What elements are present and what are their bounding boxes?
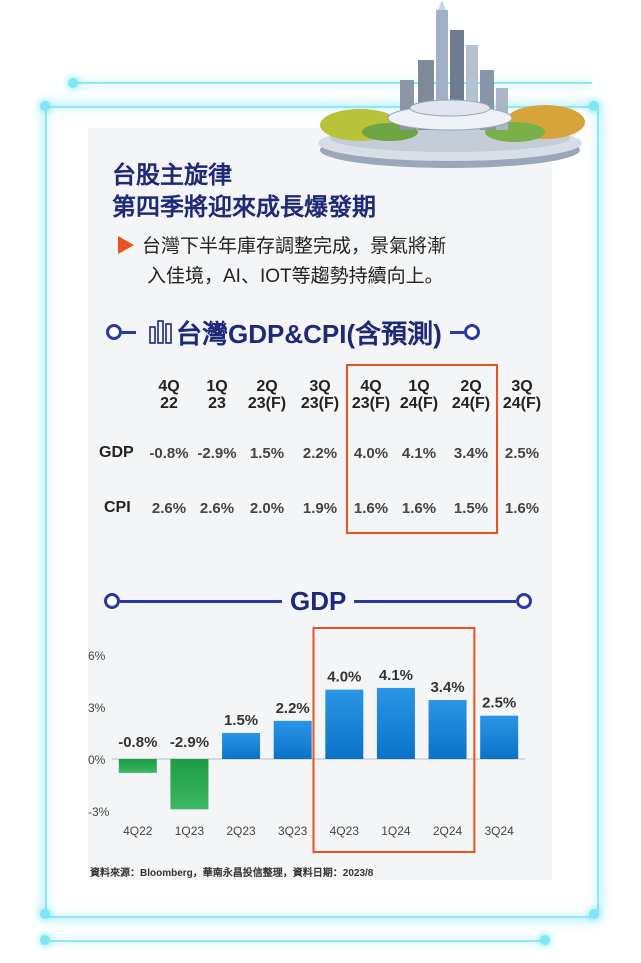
table-cell: 4.1% xyxy=(401,445,437,462)
frame-dot xyxy=(40,101,50,111)
divider-line xyxy=(120,599,282,603)
title-line-2: 第四季將迎來成長爆發期 xyxy=(112,194,376,221)
column-header-top: 1Q xyxy=(206,378,228,395)
column-header-top: 2Q xyxy=(460,378,482,395)
column-header-bottom: 23(F) xyxy=(351,395,391,412)
frame-dot xyxy=(540,935,550,945)
column-header-bottom: 24(F) xyxy=(451,395,491,412)
description-line-1: 台灣下半年庫存調整完成，景氣將漸 xyxy=(142,236,447,257)
futuristic-city-illustration xyxy=(318,0,585,168)
table-cell: -2.9% xyxy=(197,445,237,462)
column-header-top: 4Q xyxy=(360,378,382,395)
table-column-header: 1Q 23 xyxy=(187,378,247,412)
table-cell: 1.6% xyxy=(353,500,389,517)
table-row-label: GDP xyxy=(99,444,134,461)
description-line-2: 入佳境，AI、IOT等趨勢持續向上。 xyxy=(147,266,444,287)
column-header-top: 3Q xyxy=(309,378,331,395)
triangle-bullet-icon xyxy=(118,236,134,254)
table-section-title: 台灣GDP&CPI(含預測) xyxy=(176,318,442,349)
table-cell: 2.6% xyxy=(151,500,187,517)
table-column-header: 2Q 24(F) xyxy=(441,378,501,412)
description: 台灣下半年庫存調整完成，景氣將漸 入佳境，AI、IOT等趨勢持續向上。 xyxy=(142,232,542,292)
table-column-header: 3Q 23(F) xyxy=(290,378,350,412)
title-line-1: 台股主旋律 xyxy=(112,162,232,189)
column-header-bottom: 23(F) xyxy=(247,395,287,412)
table-cell: 2.5% xyxy=(504,445,540,462)
source-note: 資料來源：Bloomberg，華南永昌投信整理，資料日期：2023/8 xyxy=(90,868,374,879)
ring-icon xyxy=(104,593,120,609)
column-header-top: 4Q xyxy=(158,378,180,395)
frame-dot xyxy=(68,78,78,88)
ring-icon xyxy=(516,593,533,609)
glow-frame xyxy=(45,106,599,918)
table-cell: 1.6% xyxy=(504,500,540,517)
table-column-header: 2Q 23(F) xyxy=(237,378,297,412)
ring-icon xyxy=(106,324,122,340)
frame-top-line xyxy=(72,82,592,84)
table-column-header: 1Q 24(F) xyxy=(389,378,449,412)
table-cell: 1.6% xyxy=(401,500,437,517)
forecast-highlight-box xyxy=(346,364,498,534)
table-cell: 4.0% xyxy=(353,445,389,462)
column-header-bottom: 22 xyxy=(160,395,178,412)
column-header-top: 3Q xyxy=(511,378,533,395)
table-section-header: 台灣GDP&CPI(含預測) xyxy=(106,314,542,350)
page-title: 台股主旋律 第四季將迎來成長爆發期 xyxy=(112,160,376,224)
table-cell: 2.0% xyxy=(249,500,285,517)
column-header-bottom: 24(F) xyxy=(399,395,439,412)
table-column-header: 4Q 23(F) xyxy=(341,378,401,412)
divider-line xyxy=(122,330,136,334)
table-cell: -0.8% xyxy=(149,445,189,462)
table-cell: 2.2% xyxy=(302,445,338,462)
table-cell: 1.5% xyxy=(249,445,285,462)
table-row-label: CPI xyxy=(104,499,131,516)
table-cell: 1.5% xyxy=(453,500,489,517)
table-cell: 2.6% xyxy=(199,500,235,517)
column-header-bottom: 23 xyxy=(208,395,226,412)
column-header-bottom: 24(F) xyxy=(502,395,542,412)
frame-dot xyxy=(40,935,50,945)
bar-chart-icon xyxy=(149,320,172,344)
column-header-bottom: 23(F) xyxy=(300,395,340,412)
table-column-header: 4Q 22 xyxy=(139,378,199,412)
divider-line xyxy=(354,599,517,603)
frame-bottom-line xyxy=(45,940,545,942)
column-header-top: 1Q xyxy=(408,378,430,395)
ring-icon xyxy=(463,324,480,340)
divider-line xyxy=(449,330,464,334)
table-column-header: 3Q 24(F) xyxy=(492,378,552,412)
table-cell: 1.9% xyxy=(302,500,338,517)
table-cell: 3.4% xyxy=(453,445,489,462)
column-header-top: 2Q xyxy=(256,378,278,395)
chart-section-title: GDP xyxy=(290,585,347,616)
frame-dot xyxy=(40,909,50,919)
frame-dot xyxy=(589,909,599,919)
frame-dot xyxy=(589,101,599,111)
chart-section-header: GDP xyxy=(104,585,536,617)
